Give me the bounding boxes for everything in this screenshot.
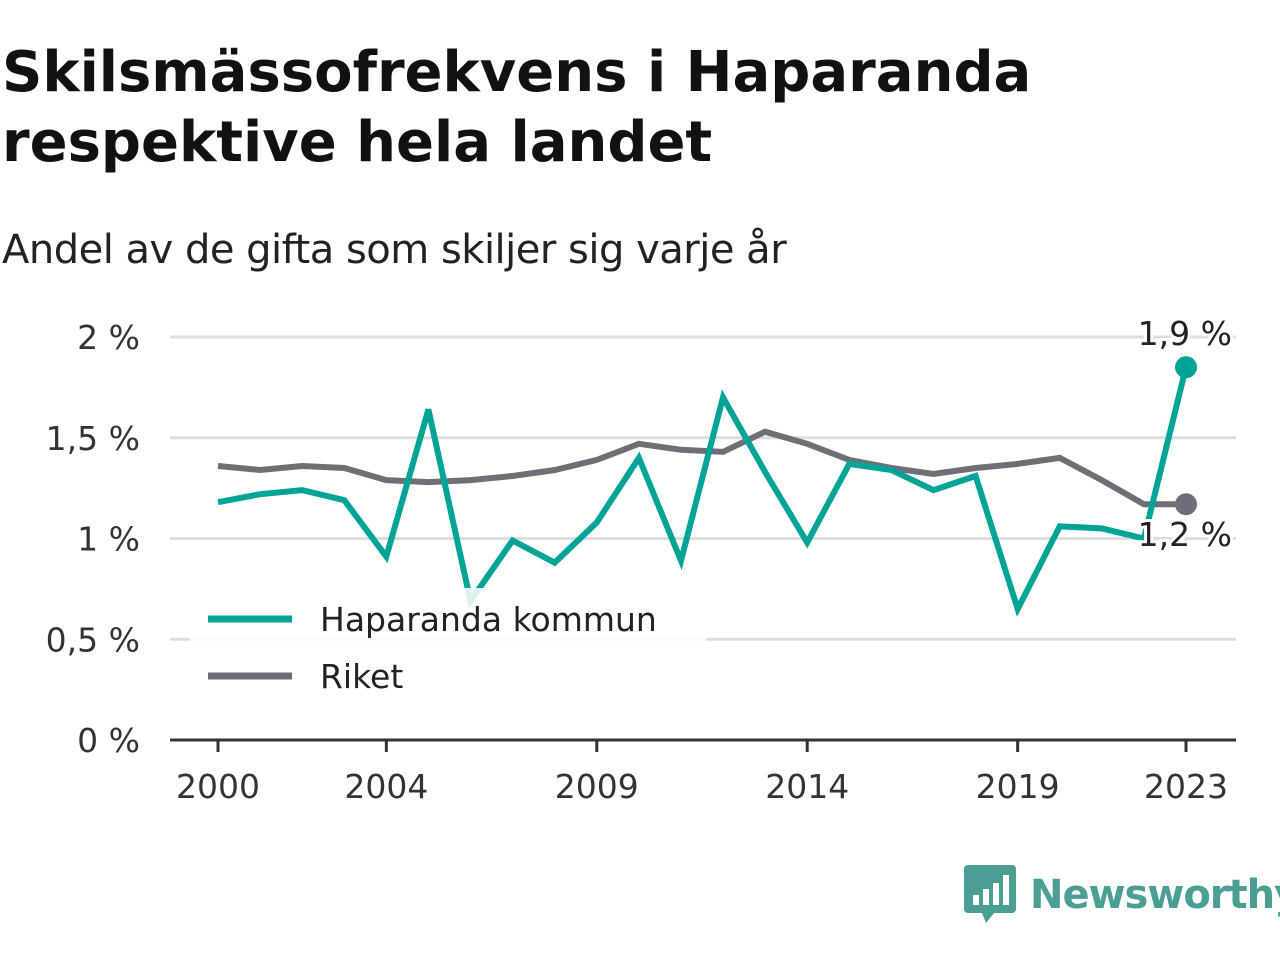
data-point-riket	[594, 457, 600, 463]
data-point-haparanda	[1099, 525, 1105, 531]
data-point-haparanda	[215, 499, 221, 505]
data-point-riket	[510, 473, 516, 479]
data-point-riket	[973, 465, 979, 471]
series-lines	[215, 356, 1197, 617]
legend-label: Riket	[320, 657, 403, 696]
data-point-riket	[257, 467, 263, 473]
data-point-riket	[636, 441, 642, 447]
data-point-riket	[762, 429, 768, 435]
y-tick-label: 1 %	[77, 520, 140, 559]
data-point-haparanda	[552, 560, 558, 566]
end-label-haparanda: 1,9 %	[1138, 314, 1232, 353]
y-tick-label: 0 %	[77, 721, 140, 760]
data-point-riket	[341, 465, 347, 471]
data-point-riket	[468, 477, 474, 483]
data-point-riket	[720, 449, 726, 455]
data-point-riket	[1015, 461, 1021, 467]
brand-logo: Newsworthy	[964, 864, 1280, 926]
data-point-haparanda	[341, 497, 347, 503]
y-axis-ticks: 0 % 0,5 % 1 % 1,5 % 2 %	[46, 318, 140, 760]
y-tick-label: 0,5 %	[46, 620, 140, 659]
data-point-haparanda	[762, 469, 768, 475]
x-tick-label: 2009	[555, 767, 639, 806]
data-point-riket	[804, 441, 810, 447]
data-point-haparanda	[383, 554, 389, 560]
data-point-haparanda	[299, 487, 305, 493]
data-point-haparanda	[257, 491, 263, 497]
data-point-haparanda	[594, 519, 600, 525]
data-point-haparanda	[1015, 606, 1021, 612]
chart-subtitle: Andel av de gifta som skiljer sig varje …	[2, 227, 787, 273]
x-tick-label: 2000	[176, 767, 260, 806]
series-line-haparanda	[217, 366, 1189, 617]
data-point-riket	[1099, 477, 1105, 483]
legend-background	[190, 588, 706, 702]
x-tick-label: 2004	[344, 767, 428, 806]
x-tick-label: 2023	[1144, 767, 1228, 806]
data-point-haparanda	[930, 487, 936, 493]
end-labels: 1,9 % 1,2 %	[1135, 311, 1235, 557]
end-point-riket	[1175, 493, 1197, 516]
legend: Haparanda kommun Riket	[190, 588, 706, 702]
data-point-riket	[930, 471, 936, 477]
data-point-riket	[678, 447, 684, 453]
newsworthy-logo-icon	[964, 865, 1016, 923]
data-point-haparanda	[678, 558, 684, 564]
y-tick-label: 1,5 %	[46, 419, 140, 458]
x-tick-label: 2014	[765, 767, 849, 806]
data-point-haparanda	[804, 540, 810, 546]
y-tick-label: 2 %	[77, 318, 140, 357]
data-point-riket	[383, 477, 389, 483]
data-point-haparanda	[510, 538, 516, 544]
chart-title: Skilsmässofrekvens i Haparanda respektiv…	[2, 40, 1032, 175]
data-point-riket	[1057, 455, 1063, 461]
x-axis: 2000 2004 2009 2014 2019 2023	[170, 738, 1236, 806]
x-tick-label: 2019	[976, 767, 1060, 806]
data-point-riket	[299, 463, 305, 469]
brand-name: Newsworthy	[1030, 872, 1280, 918]
data-point-riket	[552, 467, 558, 473]
legend-label: Haparanda kommun	[320, 600, 657, 639]
series-line-riket	[217, 428, 1186, 508]
data-point-haparanda	[425, 407, 431, 413]
end-label-riket: 1,2 %	[1138, 515, 1232, 554]
data-point-haparanda	[973, 473, 979, 479]
end-point-haparanda	[1175, 356, 1197, 379]
data-point-haparanda	[1057, 523, 1063, 529]
data-point-riket	[425, 479, 431, 485]
data-point-haparanda	[888, 467, 894, 473]
data-point-haparanda	[636, 455, 642, 461]
data-point-riket	[1141, 501, 1147, 507]
data-point-haparanda	[846, 461, 852, 467]
data-point-riket	[215, 463, 221, 469]
data-point-haparanda	[720, 394, 726, 400]
